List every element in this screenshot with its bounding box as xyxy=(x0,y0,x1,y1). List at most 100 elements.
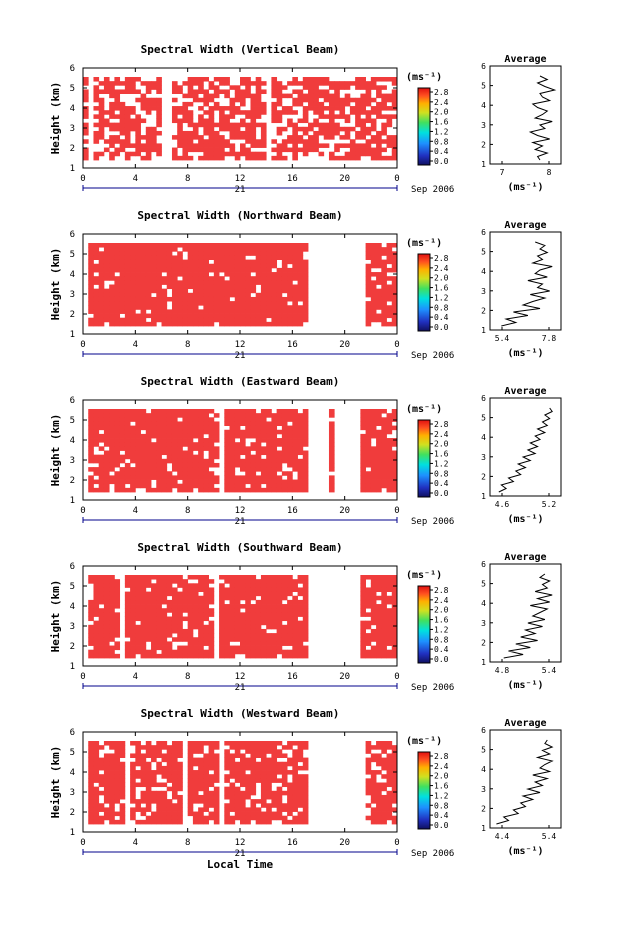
heatmap-cell xyxy=(177,317,183,323)
heatmap-cell xyxy=(93,413,100,418)
heatmap-cell xyxy=(281,778,288,783)
heatmap-cell xyxy=(145,628,152,634)
heatmap-cell xyxy=(386,425,393,431)
heatmap-cell xyxy=(187,450,194,456)
heatmap-cell xyxy=(224,77,230,82)
heatmap-cell xyxy=(276,454,283,460)
heatmap-cell xyxy=(145,251,152,256)
average-y-tick-label: 2 xyxy=(481,140,486,149)
heatmap-cell xyxy=(119,292,126,298)
heatmap-cell xyxy=(119,251,126,256)
heatmap-cell xyxy=(203,479,209,485)
heatmap-cell xyxy=(255,101,262,107)
heatmap-cell xyxy=(365,624,372,630)
heatmap-cell xyxy=(234,155,241,161)
heatmap-cell xyxy=(240,774,246,779)
heatmap-cell xyxy=(151,575,157,580)
heatmap-cell xyxy=(203,139,209,144)
colorbar xyxy=(417,87,431,166)
heatmap-cell xyxy=(103,81,110,86)
heatmap-cell xyxy=(198,276,204,281)
heatmap-cell xyxy=(182,101,189,107)
heatmap-cell xyxy=(177,442,183,447)
heatmap-cell xyxy=(177,741,183,746)
heatmap-cell xyxy=(124,591,131,597)
heatmap-cell xyxy=(187,471,194,476)
heatmap-cell xyxy=(287,591,293,597)
heatmap-cell xyxy=(177,645,183,651)
heatmap-cell xyxy=(381,765,387,771)
heatmap-cell xyxy=(260,305,267,310)
heatmap-cell xyxy=(114,653,121,659)
heatmap-cell xyxy=(250,106,257,111)
heatmap-cell xyxy=(140,442,147,447)
heatmap-cell xyxy=(140,313,147,319)
heatmap-cell xyxy=(187,321,194,327)
heatmap-cell xyxy=(187,433,194,439)
heatmap-cell xyxy=(88,251,94,256)
heatmap-cell xyxy=(271,417,278,422)
heatmap-cell xyxy=(161,317,168,323)
heatmap-cell xyxy=(135,417,141,422)
heatmap-cell xyxy=(166,770,173,775)
heatmap-cell xyxy=(260,458,267,464)
heatmap-cell xyxy=(114,77,121,82)
heatmap-cell xyxy=(151,321,157,327)
heatmap-cell xyxy=(276,292,283,298)
heatmap-cell xyxy=(297,815,304,821)
heatmap-cell xyxy=(386,624,393,630)
heatmap-cell xyxy=(119,479,126,485)
heatmap-cell xyxy=(386,413,393,418)
heatmap-cell xyxy=(187,114,194,119)
heatmap-cell xyxy=(271,433,278,439)
heatmap-cell xyxy=(140,608,147,613)
heatmap-cell xyxy=(93,305,100,310)
heatmap-cell xyxy=(135,409,141,414)
heatmap-cell xyxy=(386,143,393,148)
heatmap-cell xyxy=(255,579,262,584)
heatmap-cell xyxy=(219,633,225,638)
heatmap-cell xyxy=(376,454,382,460)
heatmap-cell xyxy=(276,143,283,148)
heatmap-cell xyxy=(250,126,257,132)
heatmap-cell xyxy=(276,89,283,94)
heatmap-cell xyxy=(276,583,283,588)
heatmap-cell xyxy=(166,417,173,422)
heatmap-cell xyxy=(109,247,115,252)
heatmap-cell xyxy=(182,243,189,248)
heatmap-cell xyxy=(370,301,377,306)
heatmap-cell xyxy=(124,579,131,584)
heatmap-cell xyxy=(328,85,335,90)
heatmap-cell xyxy=(386,296,393,302)
heatmap-cell xyxy=(281,761,288,767)
heatmap-cell xyxy=(370,591,377,597)
heatmap-cell xyxy=(287,458,293,464)
heatmap-cell xyxy=(124,305,131,310)
heatmap-cell xyxy=(370,616,377,622)
heatmap-cell xyxy=(208,446,215,451)
heatmap-cell xyxy=(260,799,267,804)
heatmap-cell xyxy=(208,301,215,306)
heatmap-cell xyxy=(88,811,94,817)
heatmap-cell xyxy=(365,770,372,775)
heatmap-cell xyxy=(166,778,173,783)
heatmap-cell xyxy=(124,85,131,90)
heatmap-cell xyxy=(302,649,309,655)
heatmap-cell xyxy=(208,803,215,808)
heatmap-cell xyxy=(103,604,110,609)
heatmap-cell xyxy=(119,110,126,115)
heatmap-cell xyxy=(145,790,152,796)
heatmap-cell xyxy=(302,413,309,418)
heatmap-cell xyxy=(130,475,136,480)
heatmap-cell xyxy=(140,620,147,626)
average-x-tick-label: 4.8 xyxy=(495,666,510,675)
heatmap-cell xyxy=(328,413,335,418)
heatmap-cell xyxy=(302,479,309,485)
heatmap-cell xyxy=(334,97,340,103)
heatmap-cell xyxy=(192,774,199,779)
heatmap-cell xyxy=(88,255,94,260)
heatmap-cell xyxy=(391,575,398,580)
heatmap-cell xyxy=(365,130,372,136)
heatmap-cell xyxy=(192,637,199,642)
heatmap-cell xyxy=(177,413,183,418)
